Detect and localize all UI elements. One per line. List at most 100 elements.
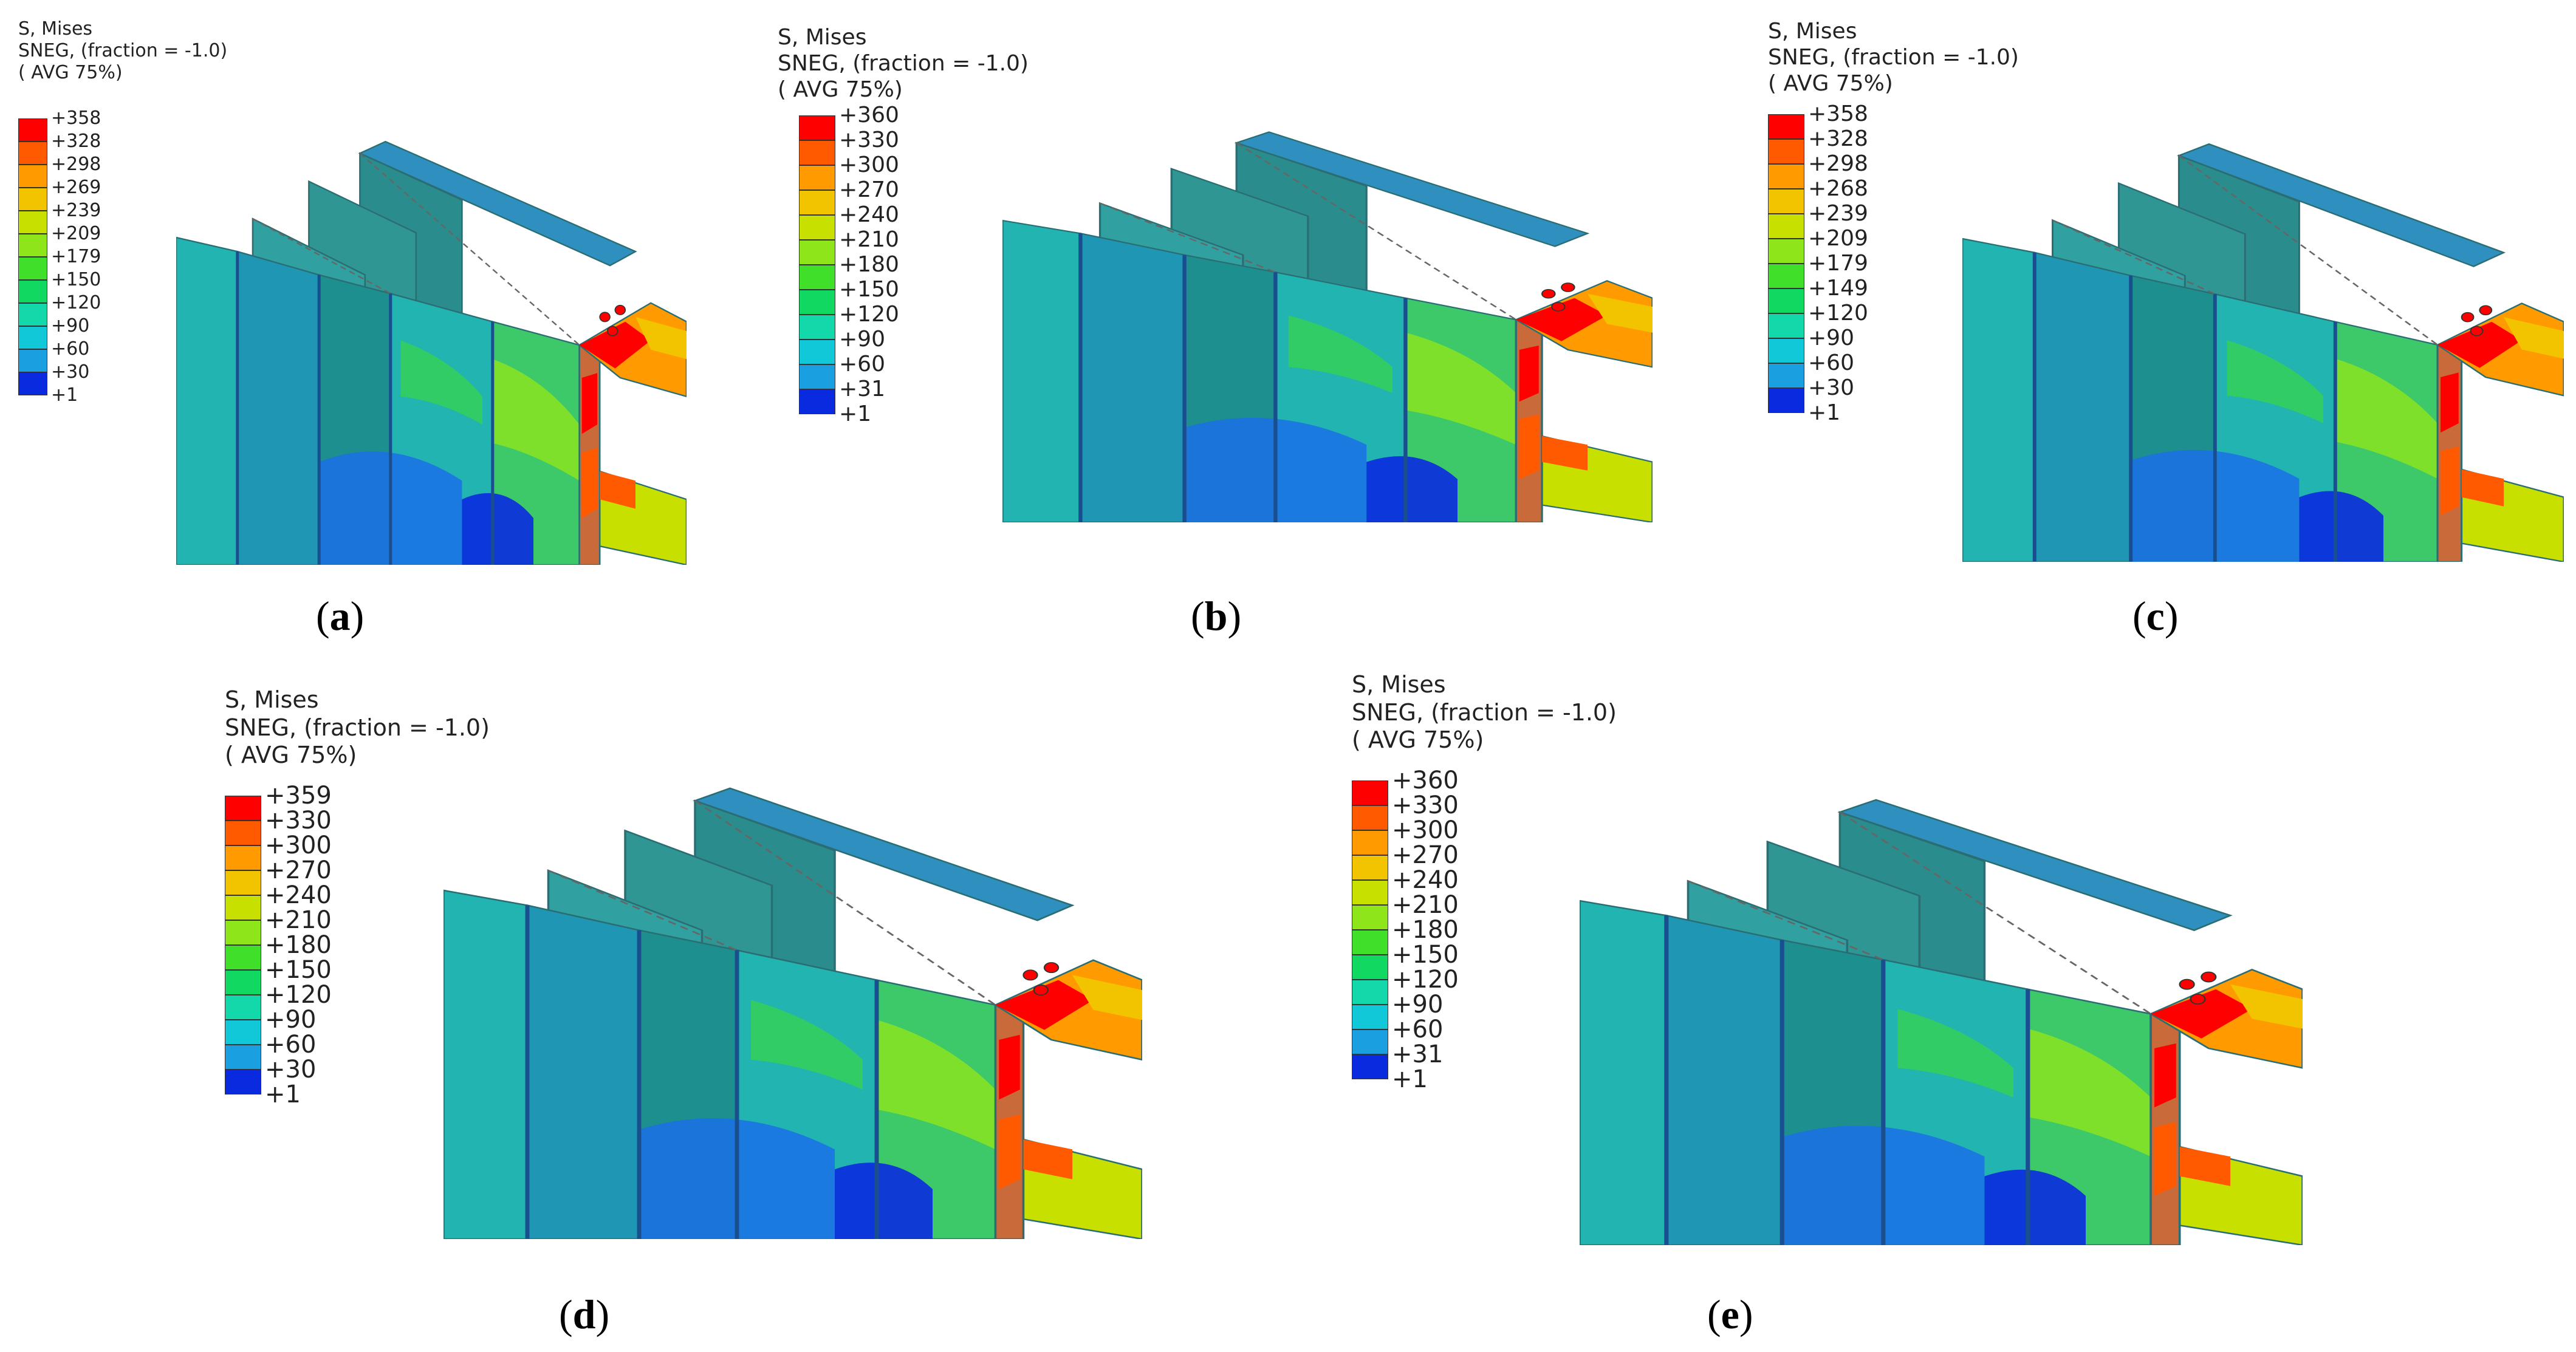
- contour-swatch: [1768, 313, 1804, 338]
- contour-swatch: [18, 234, 47, 257]
- contour-tick-label: +90: [1808, 326, 1854, 350]
- stress-contour-model: [1002, 131, 1653, 522]
- legend-header-2: SNEG, (fraction = -1.0): [1352, 698, 1617, 726]
- panel-caption: (a): [316, 593, 365, 639]
- contour-tick-label: +1: [1808, 400, 1841, 425]
- contour-swatch: [1768, 214, 1804, 239]
- contour-swatch: [225, 995, 261, 1020]
- contour-swatch: [18, 372, 47, 395]
- contour-tick-label: +180: [265, 931, 332, 959]
- contour-tick-label: +240: [1392, 866, 1459, 894]
- contour-tick-label: +358: [51, 108, 101, 129]
- legend-header-2: SNEG, (fraction = -1.0): [18, 40, 228, 61]
- contour-swatch: [1768, 288, 1804, 313]
- contour-tick-label: +90: [839, 327, 885, 352]
- contour-swatch: [1352, 1005, 1388, 1029]
- contour-legend: S, Mises SNEG, (fraction = -1.0)( AVG 75%…: [18, 18, 228, 405]
- panel-caption-letter: c: [2146, 593, 2165, 639]
- contour-swatch: [18, 165, 47, 188]
- legend-header-3: ( AVG 75%): [225, 742, 357, 769]
- stress-contour-model: [176, 140, 687, 565]
- contour-tick-label: +90: [265, 1006, 317, 1034]
- contour-tick-label: +120: [1808, 301, 1868, 326]
- contour-tick-label: +1: [839, 401, 872, 426]
- legend-header-3: ( AVG 75%): [778, 77, 903, 103]
- contour-swatch: [799, 265, 835, 290]
- contour-tick-label: +300: [1392, 816, 1459, 844]
- panel-caption-letter: b: [1204, 593, 1228, 639]
- contour-tick-label: +149: [1808, 276, 1868, 301]
- contour-swatch: [1768, 164, 1804, 189]
- contour-swatch: [225, 796, 261, 821]
- contour-swatch: [799, 140, 835, 165]
- contour-tick-label: +210: [839, 227, 899, 252]
- contour-tick-label: +120: [265, 981, 332, 1009]
- contour-swatch: [1768, 139, 1804, 164]
- contour-swatch: [1768, 264, 1804, 288]
- stress-contour-model: [1962, 143, 2564, 562]
- contour-swatch: [225, 970, 261, 995]
- contour-tick-label: +239: [51, 200, 101, 221]
- contour-tick-label: +150: [51, 269, 101, 290]
- contour-swatch: [1352, 780, 1388, 805]
- contour-swatch: [1768, 189, 1804, 214]
- legend-header-3: ( AVG 75%): [1352, 726, 1484, 754]
- contour-tick-label: +360: [1392, 766, 1459, 794]
- contour-tick-label: +120: [51, 292, 101, 313]
- contour-tick-label: +328: [1808, 126, 1868, 151]
- legend-header-1: S, Mises: [18, 18, 93, 39]
- contour-tick-label: +1: [1392, 1065, 1428, 1093]
- contour-tick-label: +90: [51, 315, 90, 336]
- contour-tick-label: +358: [1808, 101, 1868, 126]
- contour-swatch: [18, 188, 47, 211]
- contour-swatch: [799, 190, 835, 215]
- contour-tick-label: +359: [265, 782, 332, 810]
- contour-swatch: [1768, 114, 1804, 139]
- contour-tick-label: +1: [51, 384, 78, 406]
- contour-swatch: [1352, 805, 1388, 830]
- contour-tick-label: +30: [1808, 375, 1854, 400]
- contour-legend: S, Mises SNEG, (fraction = -1.0)( AVG 75%…: [225, 686, 490, 1107]
- contour-tick-label: +270: [1392, 841, 1459, 869]
- contour-tick-label: +30: [265, 1056, 317, 1084]
- contour-tick-label: +179: [51, 246, 101, 267]
- contour-tick-label: +239: [1808, 201, 1868, 226]
- contour-tick-label: +31: [839, 377, 885, 401]
- contour-tick-label: +269: [51, 177, 101, 198]
- contour-tick-label: +60: [1808, 350, 1854, 375]
- legend-header-1: S, Mises: [225, 686, 319, 713]
- contour-swatch: [225, 1070, 261, 1094]
- contour-tick-label: +150: [265, 956, 332, 984]
- contour-tick-label: +210: [1392, 891, 1459, 919]
- contour-tick-label: +270: [265, 856, 332, 884]
- contour-tick-label: +31: [1392, 1040, 1444, 1068]
- contour-tick-label: +268: [1808, 176, 1868, 201]
- contour-swatch: [1352, 905, 1388, 930]
- contour-tick-label: +330: [839, 128, 899, 152]
- contour-tick-label: +90: [1392, 991, 1444, 1019]
- panel-caption: (d): [559, 1291, 610, 1337]
- contour-swatch: [18, 326, 47, 349]
- contour-swatch: [799, 364, 835, 389]
- contour-legend: S, Mises SNEG, (fraction = -1.0)( AVG 75%…: [1768, 18, 2019, 424]
- contour-swatch: [1352, 855, 1388, 880]
- contour-tick-label: +179: [1808, 251, 1868, 276]
- contour-tick-label: +240: [839, 202, 899, 227]
- contour-swatch: [18, 303, 47, 326]
- contour-swatch: [225, 1045, 261, 1070]
- panel-caption-letter: e: [1721, 1291, 1739, 1337]
- contour-tick-label: +210: [265, 906, 332, 934]
- contour-swatch: [225, 845, 261, 870]
- contour-tick-label: +209: [1808, 226, 1868, 251]
- contour-swatch: [799, 315, 835, 340]
- contour-swatch: [799, 115, 835, 140]
- legend-header-1: S, Mises: [1768, 19, 1857, 44]
- contour-swatch: [18, 211, 47, 234]
- contour-tick-label: +360: [839, 103, 899, 128]
- panel-caption: (b): [1191, 593, 1242, 639]
- legend-header-2: SNEG, (fraction = -1.0): [778, 51, 1029, 77]
- contour-tick-label: +180: [1392, 916, 1459, 944]
- contour-swatch: [1352, 930, 1388, 955]
- contour-tick-label: +180: [839, 252, 899, 277]
- legend-header-3: ( AVG 75%): [18, 62, 123, 83]
